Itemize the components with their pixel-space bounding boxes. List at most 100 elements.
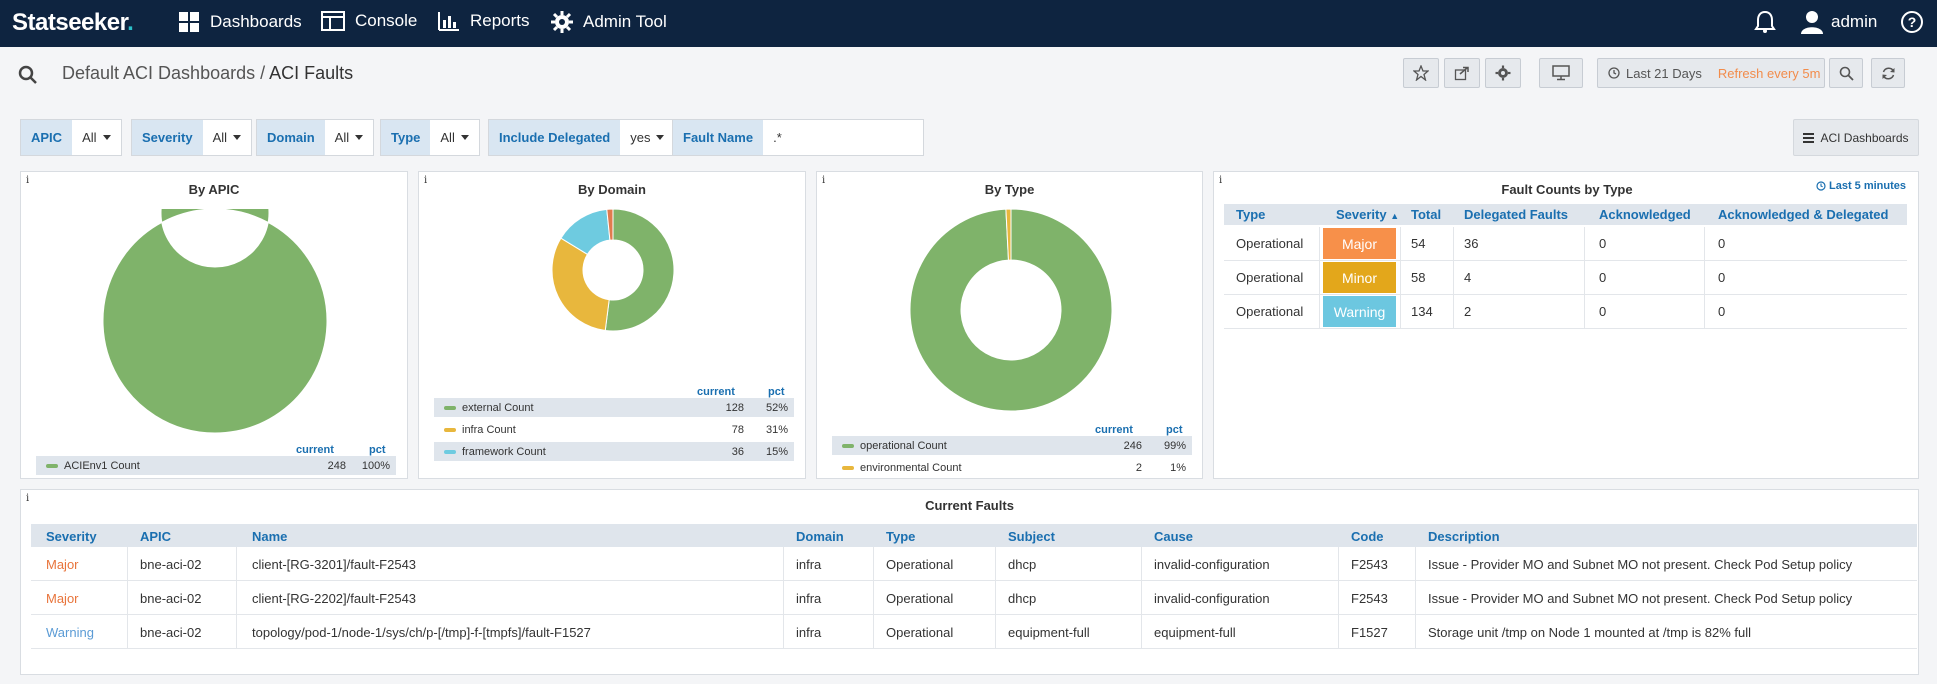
fault-cell-name: client-[RG-3201]/fault-F2543 bbox=[252, 557, 417, 572]
info-icon[interactable]: i bbox=[26, 493, 30, 504]
filter-type-select[interactable]: All bbox=[430, 120, 478, 155]
col-severity-header[interactable]: Severity bbox=[46, 529, 97, 544]
col-description-header[interactable]: Description bbox=[1428, 529, 1500, 544]
by-apic-legend: current pct ACIEnv1 Count 248 100% bbox=[36, 444, 396, 478]
by-domain-panel: i By Domain current pct external Count 12… bbox=[418, 171, 806, 479]
col-ack-del-header[interactable]: Acknowledged & Delegated bbox=[1718, 207, 1889, 222]
donut-slice[interactable] bbox=[1005, 209, 1012, 261]
col-delegated-header[interactable]: Delegated Faults bbox=[1464, 207, 1569, 222]
filter-severity-select[interactable]: All bbox=[203, 120, 251, 155]
legend-current-value: 36 bbox=[731, 445, 744, 458]
fault-cell-cause: invalid-configuration bbox=[1154, 557, 1270, 572]
filter-type[interactable]: Type All bbox=[380, 119, 480, 156]
legend-row[interactable]: operational Count 246 99% bbox=[832, 436, 1192, 455]
col-type-header[interactable]: Type bbox=[886, 529, 916, 544]
share-button[interactable] bbox=[1444, 58, 1480, 88]
col-cause-header[interactable]: Cause bbox=[1154, 529, 1194, 544]
row-divider bbox=[31, 648, 1917, 649]
fault-count-cell-ack: 0 bbox=[1599, 236, 1607, 251]
donut-slice[interactable] bbox=[606, 209, 614, 241]
column-divider bbox=[1584, 227, 1585, 260]
column-divider bbox=[236, 581, 237, 614]
legend-header-current: current bbox=[1095, 424, 1133, 436]
fault-cell-subject: dhcp bbox=[1008, 557, 1037, 572]
column-divider bbox=[1141, 581, 1142, 614]
col-domain-header[interactable]: Domain bbox=[796, 529, 844, 544]
fault-cell-cause: invalid-configuration bbox=[1154, 591, 1270, 606]
user-name: admin bbox=[1831, 12, 1878, 31]
settings-button[interactable] bbox=[1485, 58, 1521, 88]
column-divider bbox=[995, 615, 996, 648]
filter-fault-name[interactable]: Fault Name .* bbox=[672, 119, 925, 156]
info-icon[interactable]: i bbox=[1219, 175, 1223, 186]
filter-include-delegated-select[interactable]: yes bbox=[620, 120, 674, 155]
info-icon[interactable]: i bbox=[424, 175, 428, 186]
legend-current-value: 246 bbox=[1123, 439, 1142, 452]
notifications-button[interactable] bbox=[1754, 10, 1776, 34]
col-apic-header[interactable]: APIC bbox=[140, 529, 172, 544]
donut-slice[interactable] bbox=[910, 209, 1112, 411]
breadcrumb-parent[interactable]: Default ACI Dashboards bbox=[62, 63, 256, 83]
col-type-header[interactable]: Type bbox=[1236, 207, 1266, 222]
legend-label: external Count bbox=[462, 401, 534, 414]
nav-admin-tool[interactable]: Admin Tool bbox=[551, 11, 667, 33]
filter-apic-select[interactable]: All bbox=[72, 120, 120, 155]
legend-row[interactable]: framework Count 36 15% bbox=[434, 442, 794, 461]
col-code-header[interactable]: Code bbox=[1351, 529, 1384, 544]
col-severity-header[interactable]: Severity ▲ bbox=[1336, 207, 1399, 222]
favorite-button[interactable] bbox=[1403, 58, 1439, 88]
nav-reports[interactable]: Reports bbox=[438, 11, 530, 31]
clock-icon bbox=[1608, 67, 1620, 79]
fault-cell-description: Issue - Provider MO and Subnet MO not pr… bbox=[1428, 557, 1853, 572]
filter-type-value: All bbox=[440, 130, 455, 145]
legend-row[interactable]: environmental Count 2 1% bbox=[832, 458, 1192, 477]
aci-dashboards-menu-button[interactable]: ACI Dashboards bbox=[1793, 119, 1919, 156]
filter-apic[interactable]: APIC All bbox=[20, 119, 122, 156]
fault-count-cell-total: 134 bbox=[1411, 304, 1433, 319]
legend-row[interactable]: ACIEnv1 Count 248 100% bbox=[36, 456, 396, 475]
table-row[interactable]: Major bne-aci-02 client-[RG-3201]/fault-F2… bbox=[31, 547, 1917, 580]
legend-pct-value: 100% bbox=[361, 459, 390, 472]
help-button[interactable]: ? bbox=[1900, 10, 1924, 34]
fault-cell-domain: infra bbox=[796, 557, 822, 572]
display-mode-button[interactable] bbox=[1539, 58, 1583, 88]
filter-severity[interactable]: Severity All bbox=[131, 119, 253, 156]
table-row[interactable]: Warning bne-aci-02 topology/pod-1/node-1/s… bbox=[31, 615, 1917, 648]
legend-row[interactable]: infra Count 78 31% bbox=[434, 420, 794, 439]
column-divider bbox=[1338, 615, 1339, 648]
fault-cell-severity: Warning bbox=[46, 625, 94, 640]
last-5-minutes-badge: Last 5 minutes bbox=[1816, 180, 1906, 192]
filter-domain-value: All bbox=[334, 130, 350, 145]
col-ack-header[interactable]: Acknowledged bbox=[1599, 207, 1691, 222]
nav-dashboards[interactable]: Dashboards bbox=[178, 11, 302, 33]
zoom-button[interactable] bbox=[1829, 58, 1863, 88]
statseeker-logo[interactable]: Statseeker. bbox=[12, 9, 134, 36]
timerange-label: Last 21 Days bbox=[1626, 65, 1702, 81]
fault-name-input[interactable]: .* bbox=[763, 120, 923, 155]
timerange-selector[interactable]: Last 21 Days Refresh every 5m bbox=[1597, 58, 1825, 88]
table-row[interactable]: Major bne-aci-02 client-[RG-2202]/fault-F2… bbox=[31, 581, 1917, 614]
col-total-header[interactable]: Total bbox=[1411, 207, 1442, 222]
legend-swatch bbox=[842, 465, 854, 470]
breadcrumb: Default ACI Dashboards / ACI Faults bbox=[62, 63, 353, 84]
legend-row[interactable]: external Count 128 52% bbox=[434, 398, 794, 417]
filter-domain[interactable]: Domain All bbox=[256, 119, 375, 156]
refresh-button[interactable] bbox=[1871, 58, 1905, 88]
legend-pct-value: 99% bbox=[1163, 439, 1186, 452]
filter-domain-select[interactable]: All bbox=[325, 120, 373, 155]
column-divider bbox=[995, 581, 996, 614]
donut-slice[interactable] bbox=[604, 209, 674, 331]
col-subject-header[interactable]: Subject bbox=[1008, 529, 1055, 544]
col-name-header[interactable]: Name bbox=[252, 529, 288, 544]
fault-cell-apic: bne-aci-02 bbox=[140, 625, 202, 640]
info-icon[interactable]: i bbox=[822, 175, 826, 186]
user-menu[interactable]: admin bbox=[1801, 10, 1877, 34]
legend-current-value: 248 bbox=[327, 459, 346, 472]
info-icon[interactable]: i bbox=[26, 175, 30, 186]
donut-slice[interactable] bbox=[103, 209, 327, 433]
filter-include-delegated[interactable]: Include Delegated yes bbox=[488, 119, 676, 156]
row-divider bbox=[1224, 260, 1907, 261]
donut-slice[interactable] bbox=[552, 237, 610, 331]
nav-console[interactable]: Console bbox=[321, 11, 417, 31]
search-button[interactable] bbox=[18, 65, 38, 88]
